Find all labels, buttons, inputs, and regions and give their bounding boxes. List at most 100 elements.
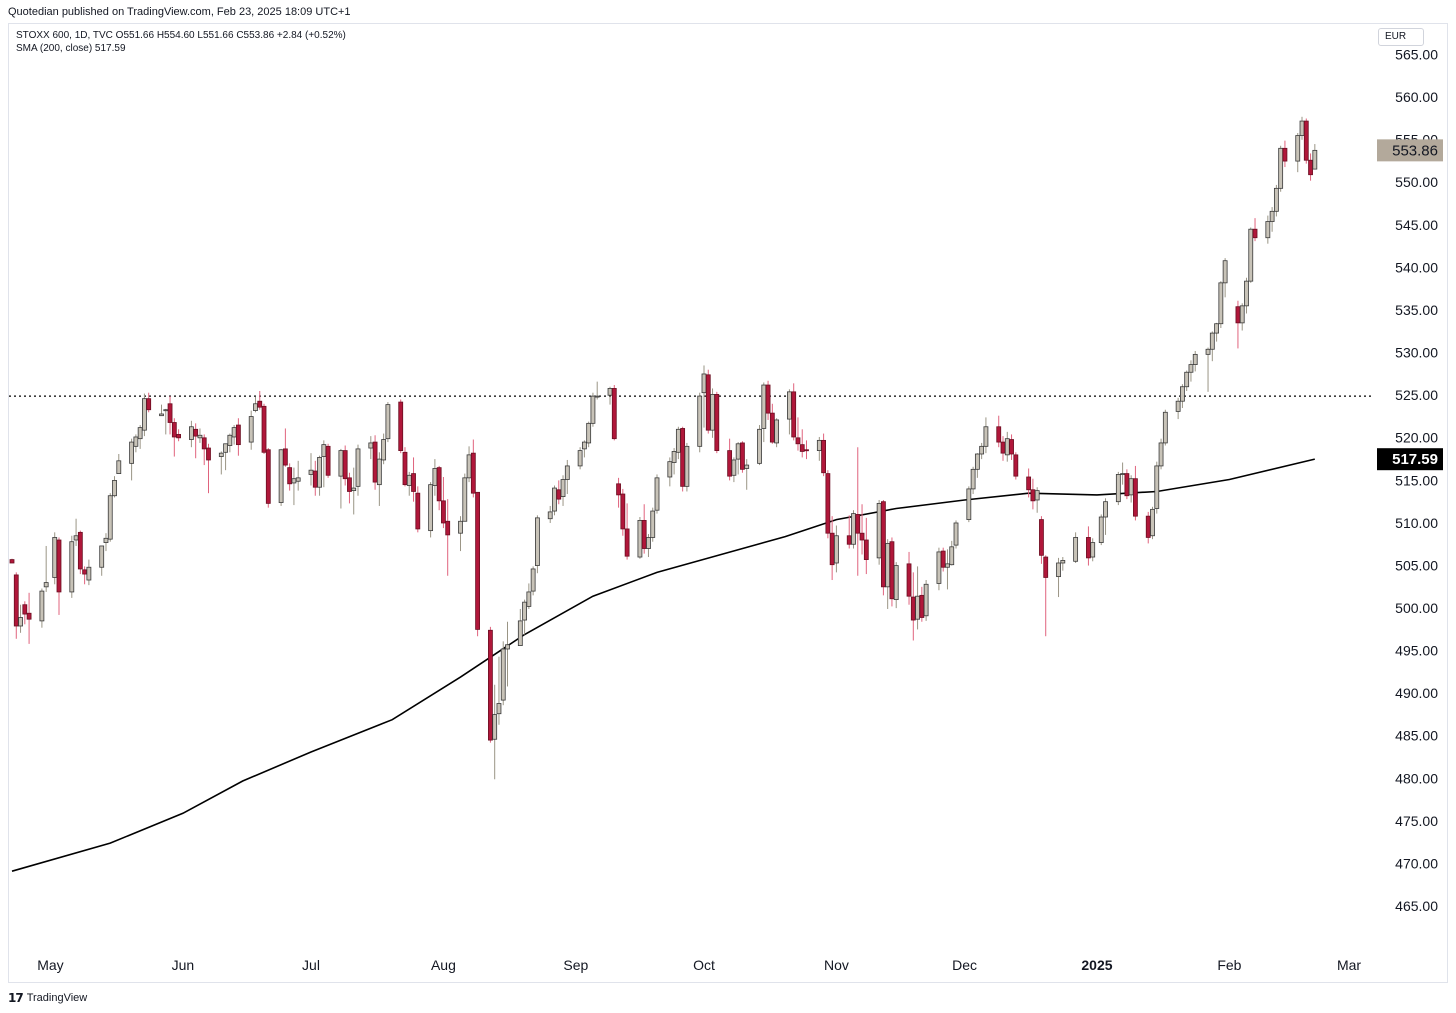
candle-body <box>295 477 301 482</box>
y-tick-label: 535.00 <box>1395 302 1438 318</box>
candle-body <box>488 629 493 741</box>
candle-body <box>590 395 596 424</box>
currency-button[interactable]: EUR <box>1378 28 1424 46</box>
candle-body <box>1043 556 1049 578</box>
x-tick-label: 2025 <box>1081 957 1112 973</box>
candle-body <box>287 467 293 485</box>
candle-body <box>86 566 92 581</box>
candle-body <box>1299 120 1305 136</box>
candle-body <box>112 479 117 497</box>
candle-body <box>1086 537 1091 559</box>
candle-body <box>436 467 442 502</box>
candle-body <box>470 452 476 494</box>
candle-body <box>82 569 88 575</box>
candle-body <box>39 590 45 622</box>
y-tick-label: 480.00 <box>1395 770 1438 786</box>
candle-body <box>607 388 613 396</box>
candle-body <box>441 500 446 524</box>
candle-body <box>312 470 318 488</box>
candle-body <box>1103 501 1108 518</box>
candle-body <box>1162 411 1168 444</box>
candle-body <box>846 535 852 545</box>
candle-body <box>73 535 79 541</box>
candle-body <box>235 424 241 446</box>
candle-body <box>885 543 891 588</box>
candle-body <box>347 477 352 492</box>
candle-body <box>351 487 357 492</box>
candle-body <box>308 469 314 475</box>
footer: 17 TradingView <box>8 991 87 1005</box>
candle-body <box>1218 282 1224 325</box>
candle-body <box>714 393 720 451</box>
candle-body <box>526 591 532 607</box>
candle-body <box>906 563 912 597</box>
candle-body <box>116 460 122 474</box>
candle-body <box>654 477 660 511</box>
candle-body <box>1175 400 1181 412</box>
candle-body <box>1154 465 1160 509</box>
candle-body <box>787 391 792 420</box>
candle-body <box>1252 228 1258 239</box>
candle-body <box>616 483 621 496</box>
y-tick-label: 545.00 <box>1395 217 1438 233</box>
candle-body <box>1269 210 1275 222</box>
candle-body <box>496 703 502 715</box>
candle-body <box>586 422 592 444</box>
y-tick-label: 490.00 <box>1395 685 1438 701</box>
publisher-caption: Quotedian published on TradingView.com, … <box>8 6 351 18</box>
candle-body <box>876 502 882 559</box>
candle-body <box>1295 135 1301 162</box>
candle-body <box>953 522 959 546</box>
candle-body <box>535 517 540 566</box>
y-tick-label: 475.00 <box>1395 813 1438 829</box>
last-price-label: 553.86 <box>1392 142 1438 159</box>
y-tick-label: 530.00 <box>1395 345 1438 361</box>
candle-body <box>52 537 58 578</box>
candle-body <box>620 493 626 530</box>
candle-body <box>372 441 378 483</box>
candle-body <box>581 441 587 450</box>
candle-body <box>1265 221 1271 239</box>
candle-body <box>552 487 557 512</box>
candle-body <box>1039 519 1044 556</box>
candle-body <box>26 612 32 620</box>
candle-body <box>859 532 865 541</box>
candle-body <box>133 436 139 447</box>
candle-body <box>556 489 562 500</box>
candle-body <box>1308 159 1313 176</box>
candle-body <box>282 448 288 466</box>
candle-body <box>428 484 434 532</box>
candle-body <box>1090 542 1096 558</box>
candle-body <box>1248 228 1254 282</box>
candle-body <box>201 437 207 450</box>
candle-body <box>325 445 331 476</box>
x-tick-label: Dec <box>952 957 977 973</box>
candle-body <box>77 531 83 570</box>
candle-body <box>795 437 801 445</box>
candle-body <box>197 434 203 439</box>
candle-body <box>291 478 297 484</box>
candle-body <box>834 535 839 564</box>
candle-body <box>142 398 147 431</box>
candle-body <box>206 447 211 461</box>
candle-body <box>1013 454 1019 477</box>
candle-body <box>69 541 75 593</box>
candle-body <box>505 644 510 650</box>
candle-body <box>218 452 224 457</box>
y-tick-label: 465.00 <box>1395 898 1438 914</box>
candle-body <box>1222 260 1228 284</box>
candle-body <box>577 450 583 467</box>
sma-200-line <box>11 458 1315 872</box>
candle-body <box>1000 441 1006 454</box>
candle-body <box>1073 537 1079 562</box>
candle-body <box>500 648 506 701</box>
candle-body <box>1239 305 1245 324</box>
candle-body <box>1180 386 1185 402</box>
candle-body <box>1009 439 1014 455</box>
candle-body <box>317 457 322 488</box>
candle-body <box>594 395 600 398</box>
candle-body <box>949 546 955 566</box>
candle-body <box>684 445 690 487</box>
candle-body <box>1158 442 1164 467</box>
